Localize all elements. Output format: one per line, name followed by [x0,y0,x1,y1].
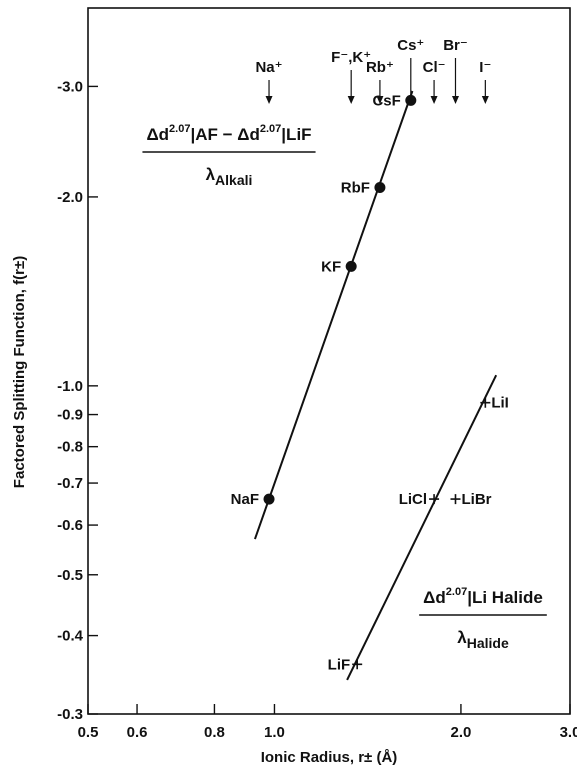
y-tick-label: -0.7 [57,475,83,492]
y-tick-label: -3.0 [57,78,83,95]
x-tick-label: 1.0 [264,724,285,741]
formula-numerator: Δd2.07|Li Halide [423,586,543,607]
data-point [480,397,491,408]
formula-numerator: Δd2.07|AF − Δd2.07|LiF [146,123,311,144]
data-point [345,260,357,272]
y-tick-label: -1.0 [57,378,83,395]
ion-marker-arrowhead [347,96,355,104]
y-axis-title: Factored Splitting Function, f(r±) [11,256,28,488]
x-tick-label: 0.6 [127,724,148,741]
ion-marker-label: I⁻ [479,59,491,76]
point-label: KF [321,258,341,275]
x-tick-label: 0.8 [204,724,225,741]
ion-marker-label: Cs⁺ [397,37,424,54]
y-axis: -0.3 -0.4 -0.5 -0.6 -0.7 -0.8 -0.9 -1.0 -2.0 -3.0 [57,78,98,723]
ion-marker-arrowhead [376,96,384,104]
ion-marker-label: F⁻,K⁺ [331,49,371,66]
ion-marker-label: Na⁺ [255,59,282,76]
x-axis: 0.5 0.6 0.8 1.0 2.0 3.0 [78,704,577,741]
point-label: LiBr [461,491,491,508]
ion-marker-label: Rb⁺ [366,59,394,76]
ion-marker-label: Cl⁻ [423,59,446,76]
point-label: LiF [328,656,351,673]
x-tick-label: 0.5 [78,724,99,741]
fit-line [253,90,414,540]
formula-denominator: λHalide [457,628,509,651]
alkali-formula: Δd2.07|AF − Δd2.07|LiF λAlkali [142,123,316,188]
data-point [263,493,275,505]
y-tick-label: -0.4 [57,628,84,645]
y-tick-label: -0.8 [57,439,83,456]
y-tick-label: -0.6 [57,517,83,534]
data-point [374,182,386,194]
data-point [429,494,440,505]
ion-marker-label: Br⁻ [443,37,468,54]
fit-line [346,374,498,681]
data-point [352,659,363,670]
ion-marker-arrowhead [265,96,273,104]
data-point [405,94,417,106]
plot-frame [87,7,571,715]
x-tick-label: 2.0 [450,724,471,741]
formula-annotations: Δd2.07|AF − Δd2.07|LiF λAlkali Δd2.07|Li H… [142,123,547,651]
point-label: CsF [372,92,400,109]
point-label: LiCl [399,491,427,508]
ion-marker-arrowhead [451,96,459,104]
data-point [450,494,461,505]
ion-marker-arrowhead [481,96,489,104]
point-label: NaF [231,491,259,508]
ion-markers: Na⁺ F⁻,K⁺Rb⁺Cs⁺ Cl⁻ Br⁻ I⁻ [255,37,491,104]
point-label: LiI [491,395,509,412]
point-label: RbF [341,180,370,197]
data-series: NaF KF RbF CsF LiF LiCl LiBr LiI [231,90,509,681]
x-tick-label: 3.0 [560,724,577,741]
x-axis-title: Ionic Radius, r± (Å) [261,749,398,766]
y-tick-label: -2.0 [57,189,83,206]
halide-formula: Δd2.07|Li Halide λHalide [419,586,547,651]
y-tick-label: -0.5 [57,567,83,584]
ion-marker-arrowhead [430,96,438,104]
formula-denominator: λAlkali [206,165,253,188]
y-tick-label: -0.3 [57,706,83,723]
y-tick-label: -0.9 [57,407,83,424]
